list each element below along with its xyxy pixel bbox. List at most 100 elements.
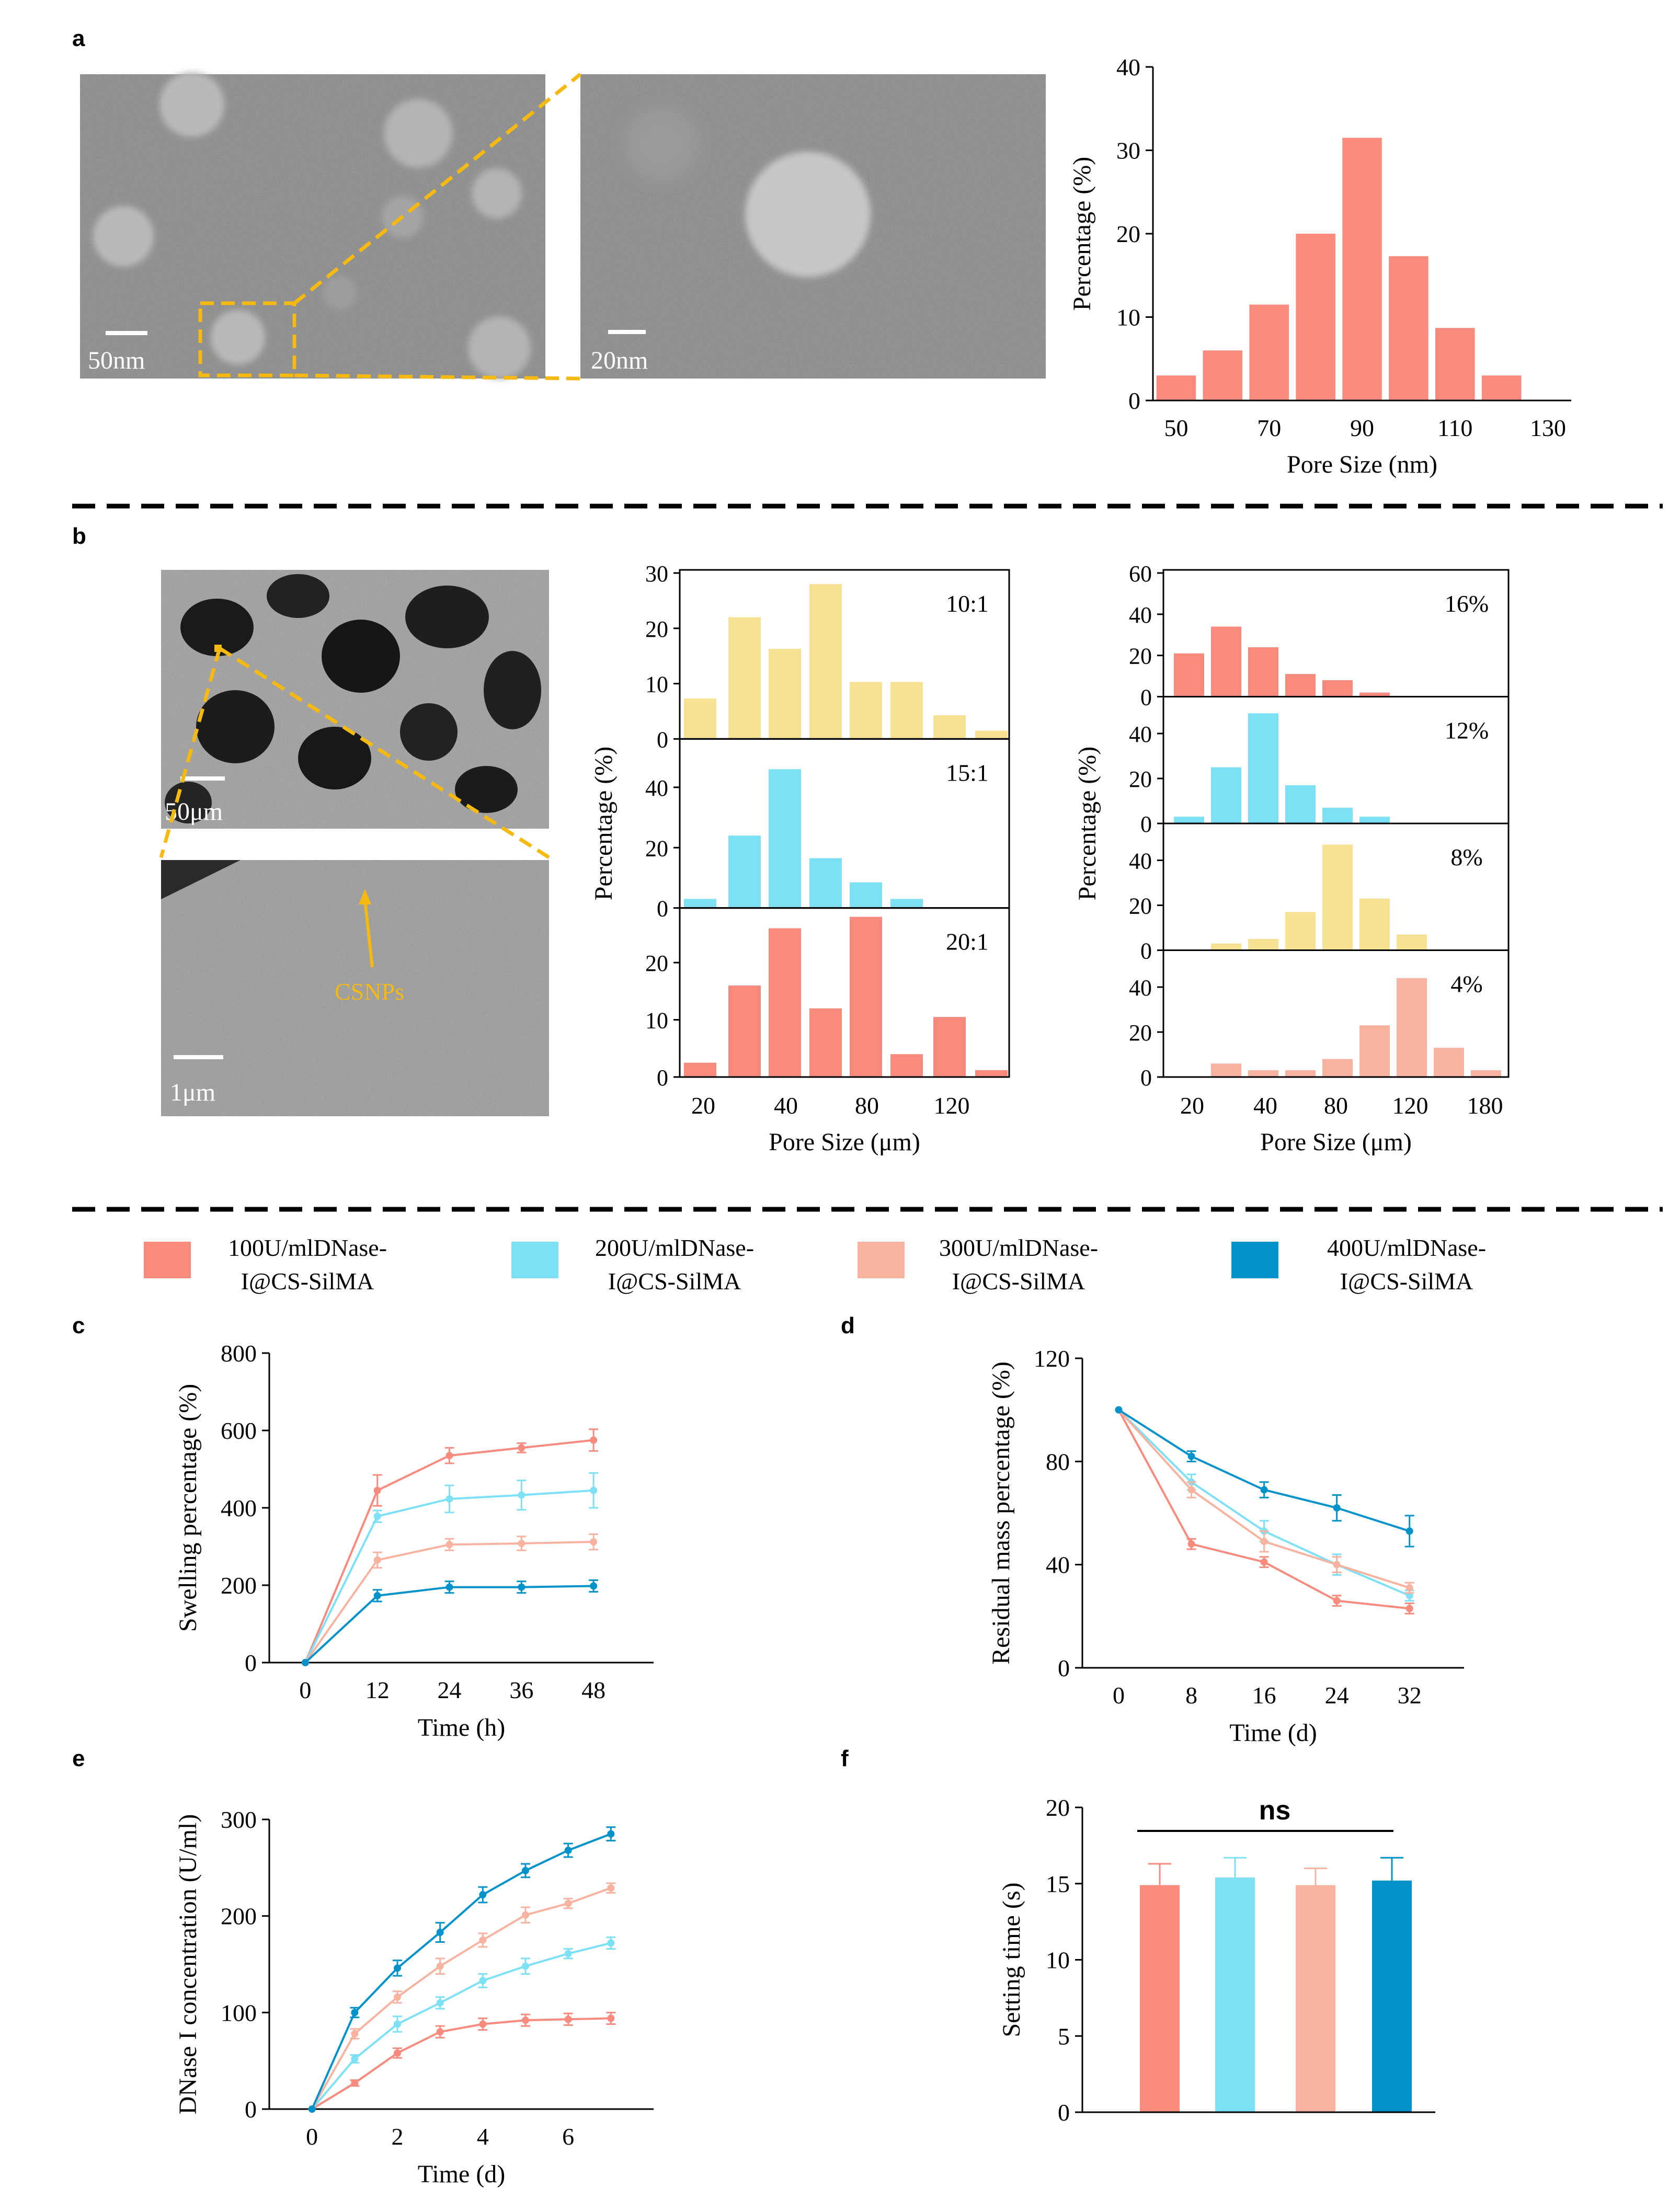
data-point bbox=[1405, 1605, 1413, 1612]
data-point bbox=[445, 1495, 453, 1503]
y-tick-label: 0 bbox=[245, 1650, 257, 1676]
histogram-bar bbox=[1296, 234, 1335, 400]
histogram-bar bbox=[850, 882, 882, 908]
y-tick-label: 10 bbox=[645, 1008, 668, 1034]
y-tick-label: 15 bbox=[1046, 1871, 1070, 1897]
data-point bbox=[1333, 1561, 1341, 1568]
y-tick-label: 20 bbox=[1129, 644, 1152, 669]
data-point bbox=[1260, 1538, 1268, 1545]
bar bbox=[1140, 1885, 1180, 2112]
legend-swatch bbox=[1231, 1242, 1278, 1278]
y-tick-label: 20 bbox=[1129, 894, 1152, 919]
y-tick-label: 200 bbox=[221, 1572, 257, 1599]
chart-d-residual-mass: 0 40 80 120 0 8 16 24 32 Time (d) Residual mass pe… bbox=[987, 1345, 1464, 1747]
histogram-bar bbox=[684, 899, 716, 908]
y-tick-label: 20 bbox=[645, 950, 668, 976]
histogram-bar bbox=[1397, 978, 1427, 1077]
data-point bbox=[1187, 1486, 1195, 1494]
panel-label-b: b bbox=[72, 523, 86, 549]
bar bbox=[1372, 1880, 1412, 2112]
x-tick-label: 80 bbox=[1324, 1092, 1348, 1119]
histogram-bar bbox=[809, 584, 842, 739]
y-tick-label: 10 bbox=[645, 672, 668, 697]
histogram-bar bbox=[1322, 680, 1353, 697]
data-point bbox=[445, 1452, 453, 1460]
x-tick-label: 4 bbox=[477, 2123, 489, 2150]
histogram-bar bbox=[890, 899, 923, 908]
data-point bbox=[518, 1540, 525, 1548]
csnps-label: CSNPs bbox=[335, 978, 404, 1005]
y-tick-label: 0 bbox=[657, 727, 668, 752]
data-point bbox=[445, 1541, 453, 1549]
histogram-bar bbox=[684, 1062, 716, 1077]
y-tick-label: 40 bbox=[1129, 721, 1152, 747]
subplot-label: 16% bbox=[1445, 590, 1489, 617]
histogram-bar bbox=[1174, 653, 1204, 697]
y-tick-label: 600 bbox=[221, 1417, 257, 1444]
x-tick-label: 2 bbox=[392, 2123, 404, 2150]
histogram-bar bbox=[1359, 817, 1390, 823]
data-point bbox=[373, 1513, 381, 1520]
histogram-bar bbox=[1322, 1059, 1353, 1077]
series-line bbox=[304, 1489, 594, 1663]
histogram-bar bbox=[975, 1070, 1008, 1077]
x-tick-label: 80 bbox=[855, 1092, 879, 1119]
data-point bbox=[564, 1950, 572, 1957]
histogram-bar bbox=[684, 698, 716, 739]
data-point bbox=[308, 2105, 316, 2113]
data-point bbox=[301, 1659, 309, 1666]
chart-b-concentration-histograms: 0 20 40 60 16% 0 20 40 12% 0 20 40 8% 0 20 40 4% 20 40 80 12… bbox=[1073, 561, 1510, 1156]
y-axis-label: Residual mass percentage (%) bbox=[987, 1361, 1015, 1665]
series-line bbox=[311, 1887, 612, 2110]
x-tick-label: 8 bbox=[1185, 1682, 1197, 1709]
y-tick-label: 30 bbox=[1116, 138, 1140, 164]
data-point bbox=[479, 2020, 487, 2028]
legend-label-line1: 300U/mlDNase- bbox=[939, 1234, 1098, 1261]
data-point bbox=[394, 1993, 401, 2001]
bar bbox=[1215, 1877, 1255, 2112]
x-tick-label: 6 bbox=[562, 2123, 574, 2150]
histogram-bar bbox=[890, 682, 923, 739]
histogram-bar bbox=[1285, 1070, 1316, 1077]
sem-image-porous: 50μm bbox=[161, 570, 549, 829]
x-tick-label: 0 bbox=[306, 2123, 318, 2150]
histogram-bar bbox=[1359, 692, 1390, 697]
x-tick-label: 180 bbox=[1467, 1092, 1503, 1119]
tem-image-zoom: 20nm bbox=[580, 74, 1046, 379]
data-point bbox=[1333, 1504, 1341, 1512]
y-tick-label: 20 bbox=[1046, 1794, 1070, 1821]
series-line bbox=[311, 1832, 612, 2110]
data-point bbox=[590, 1538, 598, 1546]
x-axis-label: Pore Size (μm) bbox=[1260, 1128, 1412, 1156]
histogram-bar bbox=[1249, 304, 1289, 400]
zoom-line-bottom bbox=[294, 373, 581, 381]
histogram-bar bbox=[809, 858, 842, 908]
data-point bbox=[479, 1936, 487, 1944]
y-tick-label: 80 bbox=[1046, 1448, 1070, 1475]
y-tick-label: 40 bbox=[1129, 849, 1152, 874]
x-tick-label: 48 bbox=[581, 1677, 605, 1703]
x-tick-label: 50 bbox=[1164, 415, 1188, 441]
data-point bbox=[445, 1583, 453, 1591]
x-tick-label: 36 bbox=[509, 1677, 533, 1703]
data-point bbox=[351, 2009, 359, 2017]
x-tick-label: 24 bbox=[1325, 1682, 1349, 1709]
scale-label-20nm: 20nm bbox=[591, 347, 648, 374]
subplot-label: 8% bbox=[1450, 844, 1482, 871]
data-point bbox=[518, 1583, 525, 1591]
histogram-bar bbox=[1156, 375, 1196, 400]
histogram-bar bbox=[850, 917, 882, 1077]
y-tick-label: 10 bbox=[1046, 1947, 1070, 1974]
data-point bbox=[1405, 1584, 1413, 1592]
x-tick-label: 120 bbox=[934, 1092, 970, 1119]
x-tick-label: 70 bbox=[1257, 415, 1281, 441]
series-line bbox=[311, 2017, 611, 2110]
data-point bbox=[436, 1929, 444, 1937]
data-point bbox=[479, 1977, 487, 1985]
histogram-bar bbox=[1359, 898, 1390, 950]
y-tick-label: 10 bbox=[1116, 304, 1140, 331]
zoom-line-top bbox=[293, 73, 582, 305]
y-tick-label: 20 bbox=[1129, 1020, 1152, 1046]
histogram-bar bbox=[1174, 817, 1204, 823]
data-point bbox=[590, 1436, 598, 1444]
